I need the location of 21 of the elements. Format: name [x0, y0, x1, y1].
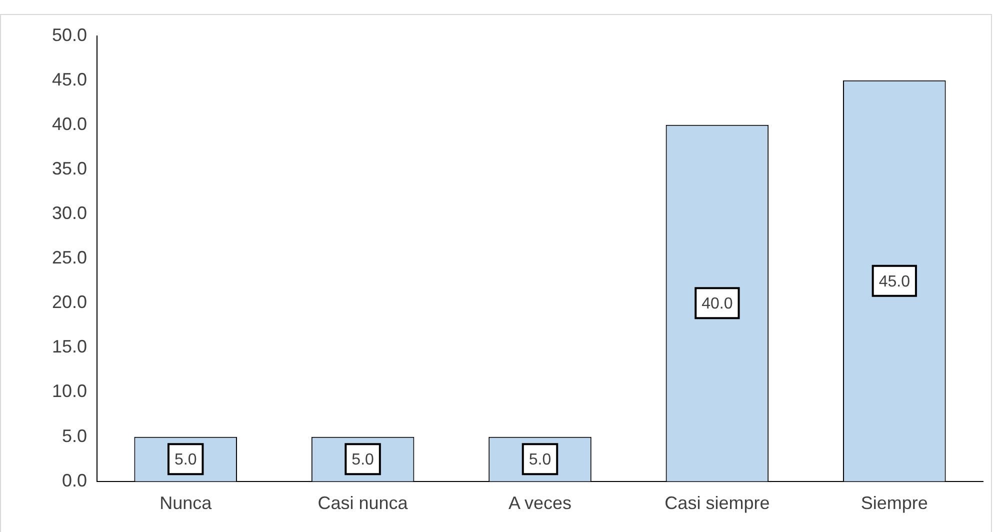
x-tick-label: Casi siempre	[664, 493, 770, 514]
data-label: 40.0	[702, 296, 733, 313]
y-tick-label: 20.0	[52, 292, 87, 312]
x-tick-label: Nunca	[160, 493, 213, 514]
y-tick-label: 40.0	[52, 114, 87, 134]
y-tick-label: 50.0	[52, 24, 87, 45]
x-tick-label: Siempre	[860, 493, 928, 514]
y-tick-label: 25.0	[52, 248, 87, 268]
data-label: 5.0	[528, 452, 552, 469]
y-tick-label: 30.0	[52, 203, 87, 224]
y-tick-label: 0.0	[62, 470, 87, 490]
data-label: 45.0	[878, 273, 910, 290]
data-label: 5.0	[174, 452, 197, 469]
y-tick-label: 5.0	[62, 426, 87, 446]
y-tick-label: 35.0	[52, 158, 87, 178]
data-label: 5.0	[352, 452, 374, 469]
x-tick-label: Casi nunca	[318, 493, 409, 514]
x-tick-label: A veces	[508, 493, 572, 514]
y-tick-label: 15.0	[52, 336, 87, 357]
y-tick-label: 10.0	[52, 381, 87, 402]
y-tick-label: 45.0	[52, 69, 87, 90]
